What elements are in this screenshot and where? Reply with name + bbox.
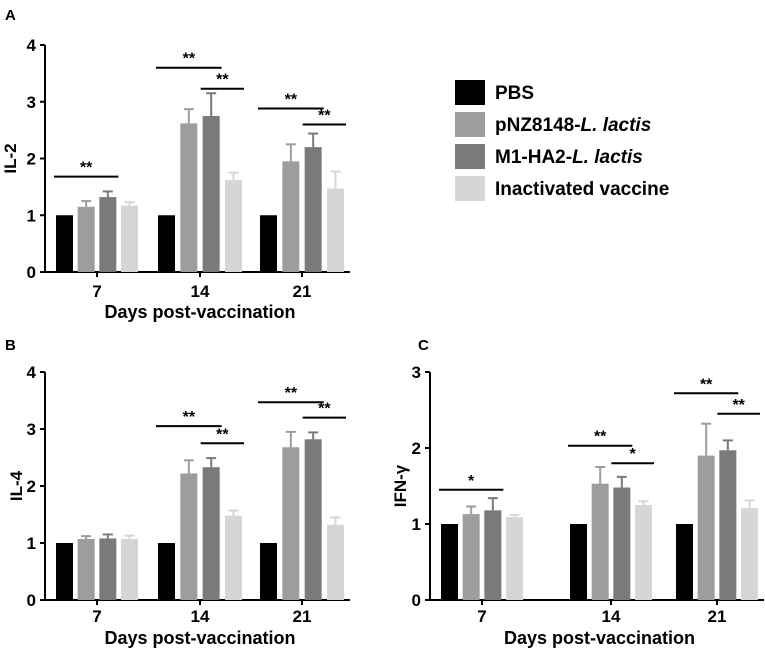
significance-label: **	[732, 397, 745, 414]
bar-7-series-3	[121, 205, 138, 272]
significance-label: **	[700, 376, 713, 393]
bar-21-series-1	[282, 447, 300, 600]
bar-21-series-1	[282, 161, 300, 272]
y-tick-label: 3	[27, 93, 36, 112]
bar-21-series-2	[304, 147, 322, 272]
legend-label-inactivated: Inactivated vaccine	[495, 179, 669, 200]
x-tick-label: 14	[191, 282, 210, 301]
significance-label: **	[183, 409, 196, 426]
significance-label: **	[318, 107, 331, 124]
legend-swatch-inactivated	[455, 176, 485, 201]
legend-swatch-pbs	[455, 80, 485, 105]
y-tick-label: 0	[27, 591, 36, 610]
significance-label: **	[216, 426, 229, 443]
bar-7-series-0	[441, 524, 458, 600]
y-tick-label: 0	[27, 263, 36, 282]
legend-label-pnz8148: pNZ8148-L. lactis	[495, 115, 651, 136]
legend-swatch-m1-ha2	[455, 144, 485, 169]
legend-item-pbs: PBS	[455, 80, 534, 105]
y-tick-label: 1	[27, 534, 36, 553]
legend-item-m1-ha2: M1-HA2-L. lactis	[455, 144, 643, 169]
bar-21-series-2	[719, 450, 737, 600]
bar-14-series-0	[570, 524, 587, 600]
bar-14-series-3	[635, 505, 652, 600]
bar-14-series-2	[613, 487, 631, 600]
panel-label: B	[5, 337, 16, 354]
bar-7-series-0	[56, 215, 73, 272]
x-tick-label: 21	[293, 607, 312, 626]
x-tick-label: 7	[92, 607, 101, 626]
bar-21-series-2	[304, 439, 322, 600]
significance-label: **	[216, 72, 229, 89]
y-tick-label: 2	[27, 477, 36, 496]
bar-7-series-1	[77, 539, 95, 600]
bar-21-series-3	[327, 524, 344, 600]
significance-label: **	[285, 92, 298, 109]
bar-7-series-3	[121, 539, 138, 600]
bar-21-series-1	[697, 455, 715, 600]
significance-label: **	[285, 385, 298, 402]
y-tick-label: 4	[27, 36, 37, 55]
bar-14-series-1	[180, 123, 198, 272]
legend: PBS pNZ8148-L. lactis M1-HA2-L. lactis I…	[455, 80, 669, 201]
bar-21-series-3	[327, 188, 344, 272]
bar-21-series-3	[741, 508, 758, 600]
x-tick-label: 7	[477, 607, 486, 626]
y-axis-label: IFN-γ	[391, 464, 410, 507]
bar-7-series-2	[99, 197, 117, 272]
bar-14-series-3	[225, 180, 242, 272]
bar-7-series-3	[506, 517, 523, 600]
y-tick-label: 2	[412, 439, 421, 458]
significance-label: **	[318, 401, 331, 418]
y-axis-label: IL-4	[7, 470, 26, 501]
bar-7-series-2	[484, 510, 502, 600]
x-axis-label: Days post-vaccination	[104, 628, 295, 648]
bar-14-series-1	[591, 483, 609, 600]
bar-7-series-1	[462, 514, 480, 600]
y-tick-label: 0	[412, 591, 421, 610]
significance-label: **	[594, 429, 607, 446]
y-tick-label: 1	[412, 515, 421, 534]
bar-14-series-0	[158, 215, 175, 272]
significance-label: **	[80, 160, 93, 177]
bar-7-series-0	[56, 543, 73, 600]
bar-21-series-0	[260, 543, 277, 600]
bar-7-series-1	[77, 206, 95, 272]
significance-label: *	[468, 473, 475, 490]
x-tick-label: 14	[191, 607, 210, 626]
bar-21-series-0	[260, 215, 277, 272]
x-axis-label: Days post-vaccination	[104, 302, 295, 322]
bar-14-series-2	[202, 115, 220, 272]
chart-panel-b: B 0 1 2 3 4 IL-4 7 14 21 ** ** ** ** Days post-vaccina…	[5, 337, 350, 648]
legend-item-inactivated: Inactivated vaccine	[455, 176, 669, 201]
bar-14-series-1	[180, 473, 198, 600]
bar-14-series-3	[225, 515, 242, 600]
chart-panel-a: A 0 1 2 3 4 IL-2 7 14 21 ** ** ** ** ** Days post-vacci…	[1, 7, 350, 322]
y-tick-label: 1	[27, 206, 36, 225]
legend-label-pbs: PBS	[495, 83, 534, 104]
x-tick-label: 14	[602, 607, 621, 626]
x-tick-label: 21	[293, 282, 312, 301]
bar-14-series-0	[158, 543, 175, 600]
panel-label: A	[5, 7, 16, 24]
y-tick-label: 3	[412, 363, 421, 382]
legend-item-pnz8148: pNZ8148-L. lactis	[455, 112, 651, 137]
bar-21-series-0	[676, 524, 693, 600]
bar-14-series-2	[202, 467, 220, 600]
panel-label: C	[418, 337, 429, 354]
x-tick-label: 21	[708, 607, 727, 626]
x-axis-label: Days post-vaccination	[504, 628, 695, 648]
significance-label: *	[630, 446, 637, 463]
significance-label: **	[183, 51, 196, 68]
legend-swatch-pnz8148	[455, 112, 485, 137]
y-tick-label: 4	[27, 363, 37, 382]
x-tick-label: 7	[92, 282, 101, 301]
y-tick-label: 2	[27, 150, 36, 169]
legend-label-m1-ha2: M1-HA2-L. lactis	[495, 147, 643, 168]
y-tick-label: 3	[27, 420, 36, 439]
bar-7-series-2	[99, 538, 117, 600]
y-axis-label: IL-2	[1, 143, 20, 173]
